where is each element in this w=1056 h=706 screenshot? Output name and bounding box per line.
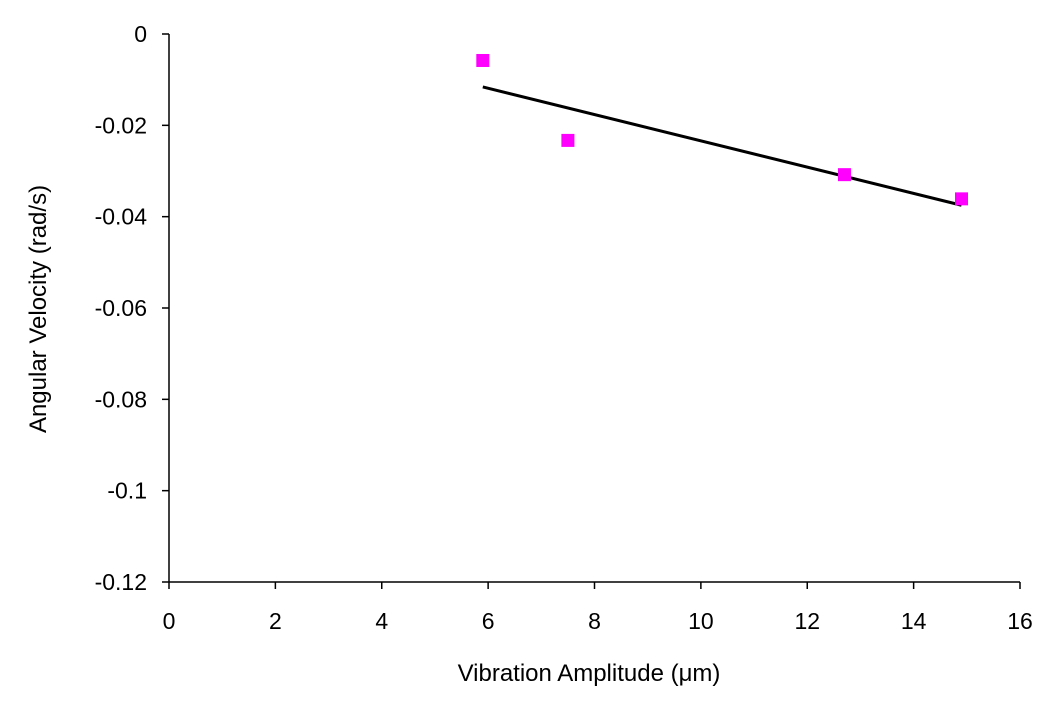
y-axis-title: Angular Velocity (rad/s) — [25, 185, 52, 433]
data-point — [837, 168, 851, 182]
x-axis-ticks: 0 2 4 6 8 10 12 14 16 — [163, 582, 1033, 634]
y-tick-label: -0.08 — [95, 386, 147, 412]
trendline — [482, 85, 962, 207]
data-points — [476, 53, 968, 206]
trendline-layer — [482, 85, 962, 207]
y-tick-label: -0.04 — [95, 204, 148, 230]
x-tick-label: 10 — [688, 608, 714, 634]
x-tick-label: 12 — [794, 608, 820, 634]
x-tick-label: 6 — [482, 608, 495, 634]
data-point — [476, 53, 490, 67]
y-tick-label: -0.06 — [95, 295, 147, 321]
data-point — [954, 192, 968, 206]
x-tick-label: 14 — [901, 608, 927, 634]
y-tick-label: -0.1 — [107, 478, 147, 504]
x-tick-label: 8 — [588, 608, 601, 634]
y-tick-label: -0.02 — [95, 112, 147, 138]
x-tick-label: 4 — [375, 608, 388, 634]
y-tick-label: -0.12 — [95, 569, 147, 595]
y-axis-ticks: 0 -0.02 -0.04 -0.06 -0.08 -0.1 -0.12 — [95, 21, 169, 595]
x-tick-label: 2 — [269, 608, 282, 634]
x-tick-label: 16 — [1007, 608, 1033, 634]
x-tick-label: 0 — [163, 608, 176, 634]
data-point — [561, 133, 575, 147]
y-tick-label: 0 — [134, 21, 147, 47]
x-axis-title: Vibration Amplitude (μm) — [458, 660, 721, 687]
